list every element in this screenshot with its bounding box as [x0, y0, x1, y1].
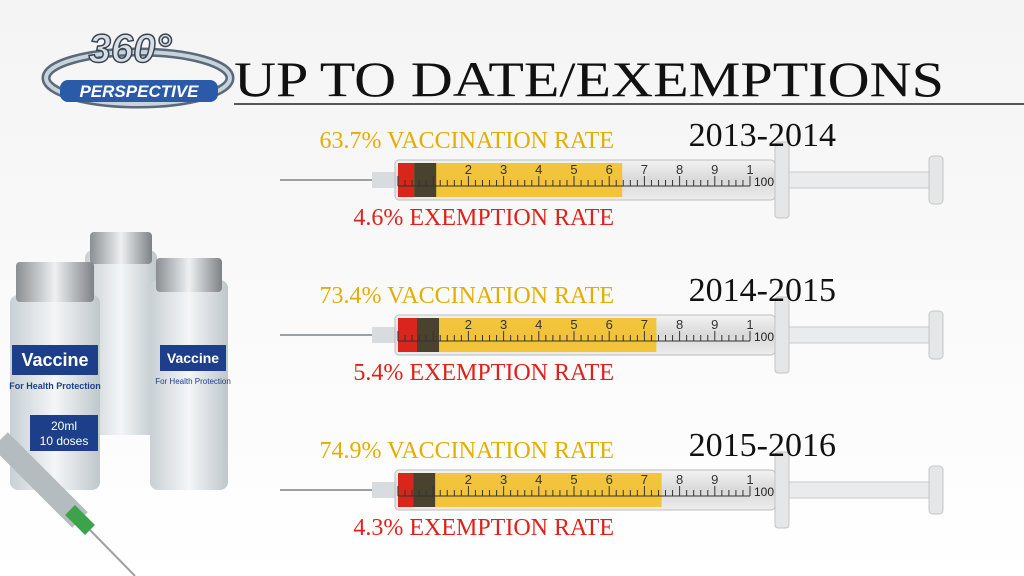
plunger-seal	[417, 318, 440, 352]
thumb-rest	[928, 155, 944, 205]
scale-digit: 6	[606, 472, 613, 487]
exemption-label: 5.4% EXEMPTION RATE	[353, 360, 614, 386]
plunger-seal	[414, 163, 437, 197]
thumb-rest	[928, 465, 944, 515]
scale-digit: 3	[500, 317, 507, 332]
scale-digit: 4	[535, 317, 542, 332]
scale-digit: 4	[535, 162, 542, 177]
scale-digit: 6	[606, 317, 613, 332]
exemption-fill	[398, 163, 415, 197]
needle-hub	[372, 327, 396, 343]
scale-digit: 3	[500, 472, 507, 487]
thumb-rest	[928, 310, 944, 360]
scale-digit: 4	[535, 472, 542, 487]
scale-digit: 7	[641, 472, 648, 487]
plunger-rod	[788, 326, 930, 344]
exemption-label: 4.3% EXEMPTION RATE	[353, 515, 614, 541]
logo: 360° PERSPECTIVE	[41, 26, 235, 109]
exemption-label: 4.6% EXEMPTION RATE	[353, 205, 614, 231]
year: 2014-2015	[689, 272, 836, 309]
year: 2015-2016	[689, 427, 836, 464]
vaccination-fill	[398, 318, 657, 352]
scale-digit: 1	[746, 162, 753, 177]
scale-digit: 9	[711, 472, 718, 487]
vial-doses: 10 doses	[40, 434, 89, 448]
vial-subtitle: For Health Protection	[155, 377, 231, 386]
needle-hub	[372, 482, 396, 498]
scale-digit: 2	[465, 162, 472, 177]
year: 2013-2014	[689, 117, 836, 154]
logo-word: PERSPECTIVE	[79, 82, 199, 101]
plunger-seal	[413, 473, 436, 507]
plunger-rod	[788, 171, 930, 189]
exemption-fill	[398, 318, 418, 352]
scale-digit: 1	[746, 317, 753, 332]
scale-digit: 9	[711, 317, 718, 332]
vial-brand: Vaccine	[21, 350, 88, 370]
scale-digit: 5	[570, 317, 577, 332]
logo-band	[60, 80, 218, 102]
scale-digit: 9	[711, 162, 718, 177]
scale-digit: 8	[676, 162, 683, 177]
logo-number: 360°	[89, 27, 173, 71]
scale-digit: 7	[641, 162, 648, 177]
scale-digit: 5	[570, 472, 577, 487]
plunger-rod	[788, 481, 930, 499]
scale-digit: 7	[641, 317, 648, 332]
vial-volume: 20ml	[51, 419, 77, 433]
vaccination-label: 73.4% VACCINATION RATE	[320, 283, 614, 309]
vial-brand: Vaccine	[167, 350, 219, 366]
vaccination-fill	[398, 473, 662, 507]
title: UP TO DATE/EXEMPTIONS	[234, 51, 944, 107]
scale-digit: 3	[500, 162, 507, 177]
exemption-fill	[398, 473, 414, 507]
vials: Vaccine For Health Protection Vaccine Fo…	[0, 232, 231, 576]
needle-hub	[372, 172, 396, 188]
scale-digit: 2	[465, 472, 472, 487]
scale-digit: 1	[746, 472, 753, 487]
scale-digit: 8	[676, 317, 683, 332]
vaccination-label: 63.7% VACCINATION RATE	[320, 128, 614, 154]
scale-digit: 6	[606, 162, 613, 177]
vaccination-label: 74.9% VACCINATION RATE	[320, 438, 614, 464]
scale-digit: 2	[465, 317, 472, 332]
scale-digit: 8	[676, 472, 683, 487]
scale-digit: 5	[570, 162, 577, 177]
vial-subtitle: For Health Protection	[9, 381, 101, 391]
